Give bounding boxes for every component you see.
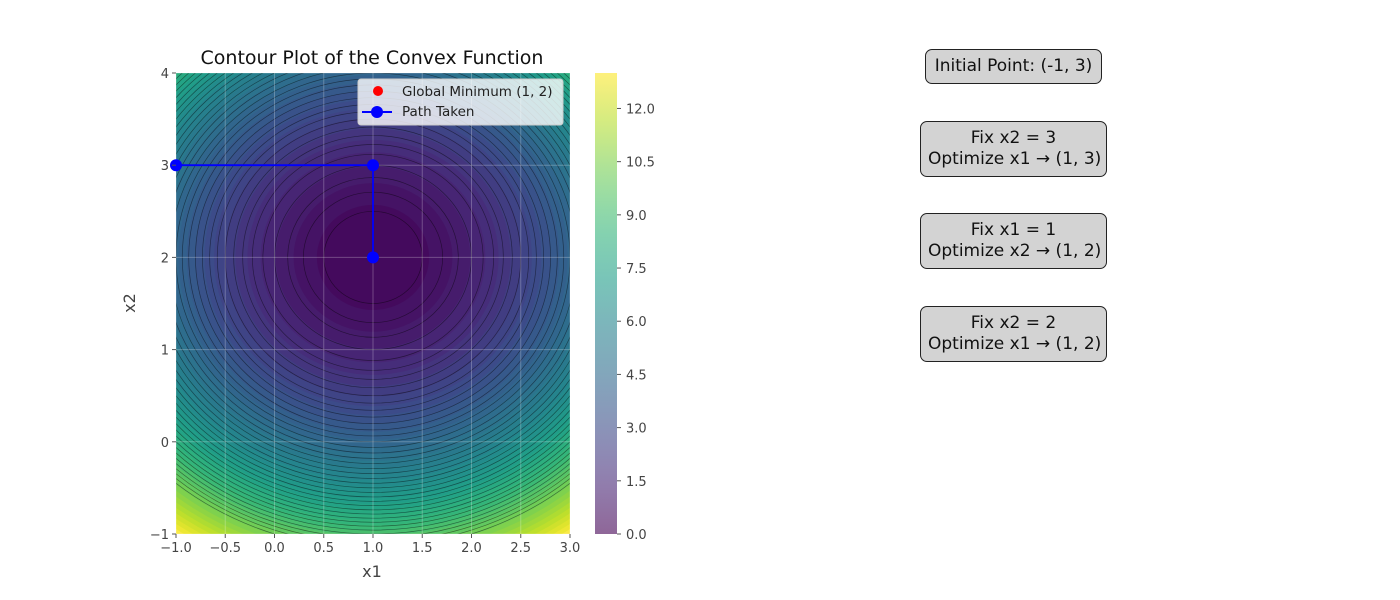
contour-line <box>176 73 570 484</box>
colorbar-tick-label: 1.5 <box>626 475 647 490</box>
contour-line <box>176 73 570 448</box>
y-tick-label: −1 <box>150 528 169 543</box>
x-tick-label: −1.0 <box>160 541 192 556</box>
colorbar-tick-label: 7.5 <box>626 262 647 277</box>
legend-path-marker <box>371 106 383 118</box>
contour-line <box>252 144 494 371</box>
contour-line <box>176 452 570 527</box>
step-box-fix-x2-3: Fix x2 = 3 Optimize x1 → (1, 3) <box>920 121 1107 177</box>
x-tick-label: 1.0 <box>363 541 384 556</box>
contour-line <box>176 73 570 511</box>
contour-line <box>176 73 570 464</box>
step-text: Optimize x2 → (1, 2) <box>928 241 1102 261</box>
x-axis: −1.0 −0.5 0.0 0.5 1.0 1.5 2.0 2.5 3.0 <box>160 534 580 556</box>
contour-line <box>176 73 570 515</box>
contour-line <box>176 73 570 474</box>
legend-global-minimum-marker <box>373 86 383 96</box>
step-text: Optimize x1 → (1, 2) <box>928 334 1102 354</box>
y-axis: −1 0 1 2 3 4 <box>150 67 176 543</box>
x-tick-label: −0.5 <box>209 541 241 556</box>
contour-line <box>176 73 570 498</box>
step-text: Initial Point: (-1, 3) <box>934 56 1093 76</box>
contour-line <box>176 446 570 523</box>
legend: Global Minimum (1, 2) Path Taken <box>357 78 564 126</box>
step-box-fix-x2-2: Fix x2 = 2 Optimize x1 → (1, 2) <box>920 306 1107 362</box>
step-box-fix-x1-1: Fix x1 = 1 Optimize x2 → (1, 2) <box>920 213 1107 269</box>
colorbar-tick-label: 12.0 <box>626 102 655 117</box>
chart-title: Contour Plot of the Convex Function <box>201 47 544 69</box>
y-tick-label: 4 <box>161 67 169 82</box>
contour-line <box>176 73 570 459</box>
colorbar-tick-label: 10.5 <box>626 156 655 171</box>
y-tick-label: 1 <box>161 344 169 359</box>
contour-line <box>176 73 570 479</box>
colorbar-tick-label: 0.0 <box>626 528 647 543</box>
colorbar-tick-label: 4.5 <box>626 368 647 383</box>
legend-path-label: Path Taken <box>402 104 474 120</box>
y-tick-label: 2 <box>161 251 169 266</box>
plot-area <box>170 73 570 534</box>
contour-line <box>262 153 484 361</box>
colorbar-tick-label: 6.0 <box>626 315 647 330</box>
x-tick-label: 0.0 <box>264 541 285 556</box>
step-text: Fix x2 = 2 <box>970 313 1057 333</box>
x-axis-label: x1 <box>362 562 382 581</box>
step-text: Optimize x1 → (1, 3) <box>928 149 1102 169</box>
contour-line <box>176 457 570 531</box>
x-tick-label: 2.0 <box>461 541 482 556</box>
contour-line <box>176 73 570 489</box>
step-box-initial-point: Initial Point: (-1, 3) <box>925 49 1102 84</box>
contour-fill <box>176 73 570 534</box>
contour-line <box>233 126 513 389</box>
contour-line <box>176 73 570 506</box>
colorbar-tick-label: 9.0 <box>626 209 647 224</box>
contour-line <box>176 73 570 502</box>
step-text: Fix x1 = 1 <box>970 220 1057 240</box>
y-axis-label: x2 <box>120 293 139 313</box>
contour-line <box>176 73 570 469</box>
y-tick-label: 3 <box>161 159 169 174</box>
path-point <box>367 251 379 264</box>
contour-line <box>176 73 570 493</box>
x-tick-label: 1.5 <box>412 541 433 556</box>
y-tick-label: 0 <box>161 436 169 451</box>
colorbar: 0.0 1.5 3.0 4.5 6.0 7.5 9.0 10.5 12.0 <box>595 73 655 543</box>
x-tick-label: 3.0 <box>560 541 581 556</box>
path-point <box>367 159 379 172</box>
contour-line <box>242 135 504 380</box>
x-tick-label: 2.5 <box>510 541 531 556</box>
contour-line <box>176 73 570 519</box>
legend-frame <box>357 78 564 126</box>
colorbar-bar <box>595 73 617 534</box>
colorbar-tick-label: 3.0 <box>626 422 647 437</box>
x-tick-label: 0.5 <box>313 541 334 556</box>
legend-global-minimum-label: Global Minimum (1, 2) <box>402 84 553 100</box>
contour-line <box>176 73 570 443</box>
contour-line <box>176 73 570 454</box>
step-text: Fix x2 = 3 <box>970 128 1057 148</box>
